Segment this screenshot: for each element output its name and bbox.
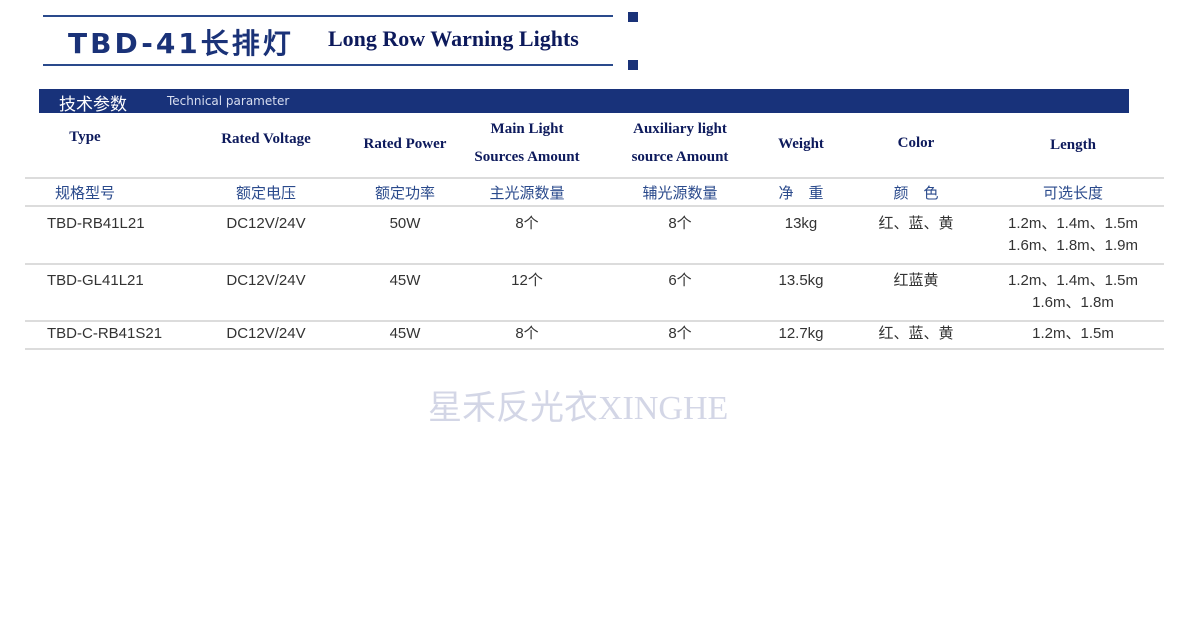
header-line: Type bbox=[69, 129, 101, 145]
table-cell: 50W bbox=[389, 215, 421, 232]
page-title-en: Long Row Warning Lights bbox=[328, 26, 579, 51]
header-line: Rated Power bbox=[363, 136, 447, 152]
cell-line: 1.2m、1.4m、1.5m bbox=[1007, 272, 1139, 289]
table-cell: 13kg bbox=[784, 215, 818, 232]
table-cell: 12.7kg bbox=[778, 325, 824, 342]
column-header-en: Rated Voltage bbox=[221, 125, 311, 153]
cell-line: 1.2m、1.5m bbox=[1032, 325, 1114, 342]
section-subtitle: Technical parameter bbox=[167, 94, 290, 108]
header-line: Length bbox=[1050, 137, 1096, 153]
table-cell: 8个 bbox=[515, 325, 539, 342]
header-line: source Amount bbox=[631, 149, 729, 165]
cell-line: 1.6m、1.8m、1.9m bbox=[1007, 237, 1139, 254]
column-header-en: Type bbox=[69, 123, 100, 151]
column-header-cn: 主光源数量 bbox=[489, 184, 565, 202]
table-cell: TBD-GL41L21 bbox=[47, 272, 144, 289]
title-bottom-rule bbox=[43, 64, 613, 66]
section-title: 技术参数 bbox=[59, 95, 127, 115]
column-header-cn: 额定功率 bbox=[374, 184, 436, 202]
column-header-en: Length bbox=[1050, 131, 1096, 159]
table-cell: DC12V/24V bbox=[226, 215, 306, 232]
table-cell: DC12V/24V bbox=[226, 325, 306, 342]
table-cell: 红、蓝、黄 bbox=[878, 325, 954, 342]
row-divider bbox=[25, 320, 1164, 322]
decor-square bbox=[628, 12, 638, 22]
row-divider bbox=[25, 177, 1164, 179]
column-header-cn: 额定电压 bbox=[235, 184, 297, 202]
row-divider bbox=[25, 263, 1164, 265]
header-line: Color bbox=[897, 135, 935, 151]
header-line: Sources Amount bbox=[474, 149, 580, 165]
column-header-en: Rated Power bbox=[364, 130, 447, 158]
table-cell: 红蓝黄 bbox=[893, 272, 939, 289]
decor-square bbox=[628, 60, 638, 70]
table-cell: DC12V/24V bbox=[226, 272, 306, 289]
watermark: 星禾反光衣XINGHE bbox=[428, 390, 729, 427]
cell-line: 1.6m、1.8m bbox=[1032, 294, 1114, 311]
table-cell: 45W bbox=[389, 325, 421, 342]
table-cell: 12个 bbox=[511, 272, 543, 289]
column-header-cn: 规格型号 bbox=[54, 184, 116, 202]
header-line: Auxiliary light bbox=[633, 121, 727, 137]
header-line: Rated Voltage bbox=[221, 131, 311, 147]
table-cell: 1.2m、1.5m bbox=[1032, 323, 1114, 345]
section-bar: 技术参数 Technical parameter bbox=[39, 89, 1129, 115]
column-header-en: Main Light Sources Amount bbox=[474, 115, 579, 171]
column-header-en: Color bbox=[898, 129, 935, 157]
column-header-cn: 净 重 bbox=[778, 184, 824, 202]
title-top-rule bbox=[43, 15, 613, 17]
table-cell: 8个 bbox=[515, 215, 539, 232]
table-cell: TBD-RB41L21 bbox=[47, 215, 145, 232]
row-divider bbox=[25, 205, 1164, 207]
cell-line: 1.2m、1.4m、1.5m bbox=[1007, 215, 1139, 232]
table-cell: 6个 bbox=[668, 272, 692, 289]
header-line: Main Light bbox=[490, 121, 564, 137]
table-cell: 8个 bbox=[668, 325, 692, 342]
table-cell: 1.2m、1.4m、1.5m 1.6m、1.8m、1.9m bbox=[1008, 213, 1138, 257]
column-header-cn: 可选长度 bbox=[1042, 184, 1104, 202]
page-title: TBD-41长排灯 bbox=[68, 27, 294, 60]
table-cell: TBD-C-RB41S21 bbox=[47, 325, 163, 342]
column-header-en: Auxiliary light source Amount bbox=[632, 115, 729, 171]
table-cell: 红、蓝、黄 bbox=[878, 215, 954, 232]
table-cell: 45W bbox=[389, 272, 421, 289]
column-header-en: Weight bbox=[778, 130, 824, 158]
row-divider bbox=[25, 348, 1164, 350]
table-cell: 13.5kg bbox=[778, 272, 824, 289]
table-cell: 8个 bbox=[668, 215, 692, 232]
column-header-cn: 辅光源数量 bbox=[642, 184, 718, 202]
header-line: Weight bbox=[778, 136, 824, 152]
table-cell: 1.2m、1.4m、1.5m 1.6m、1.8m bbox=[1008, 270, 1138, 314]
column-header-cn: 颜 色 bbox=[893, 184, 939, 202]
